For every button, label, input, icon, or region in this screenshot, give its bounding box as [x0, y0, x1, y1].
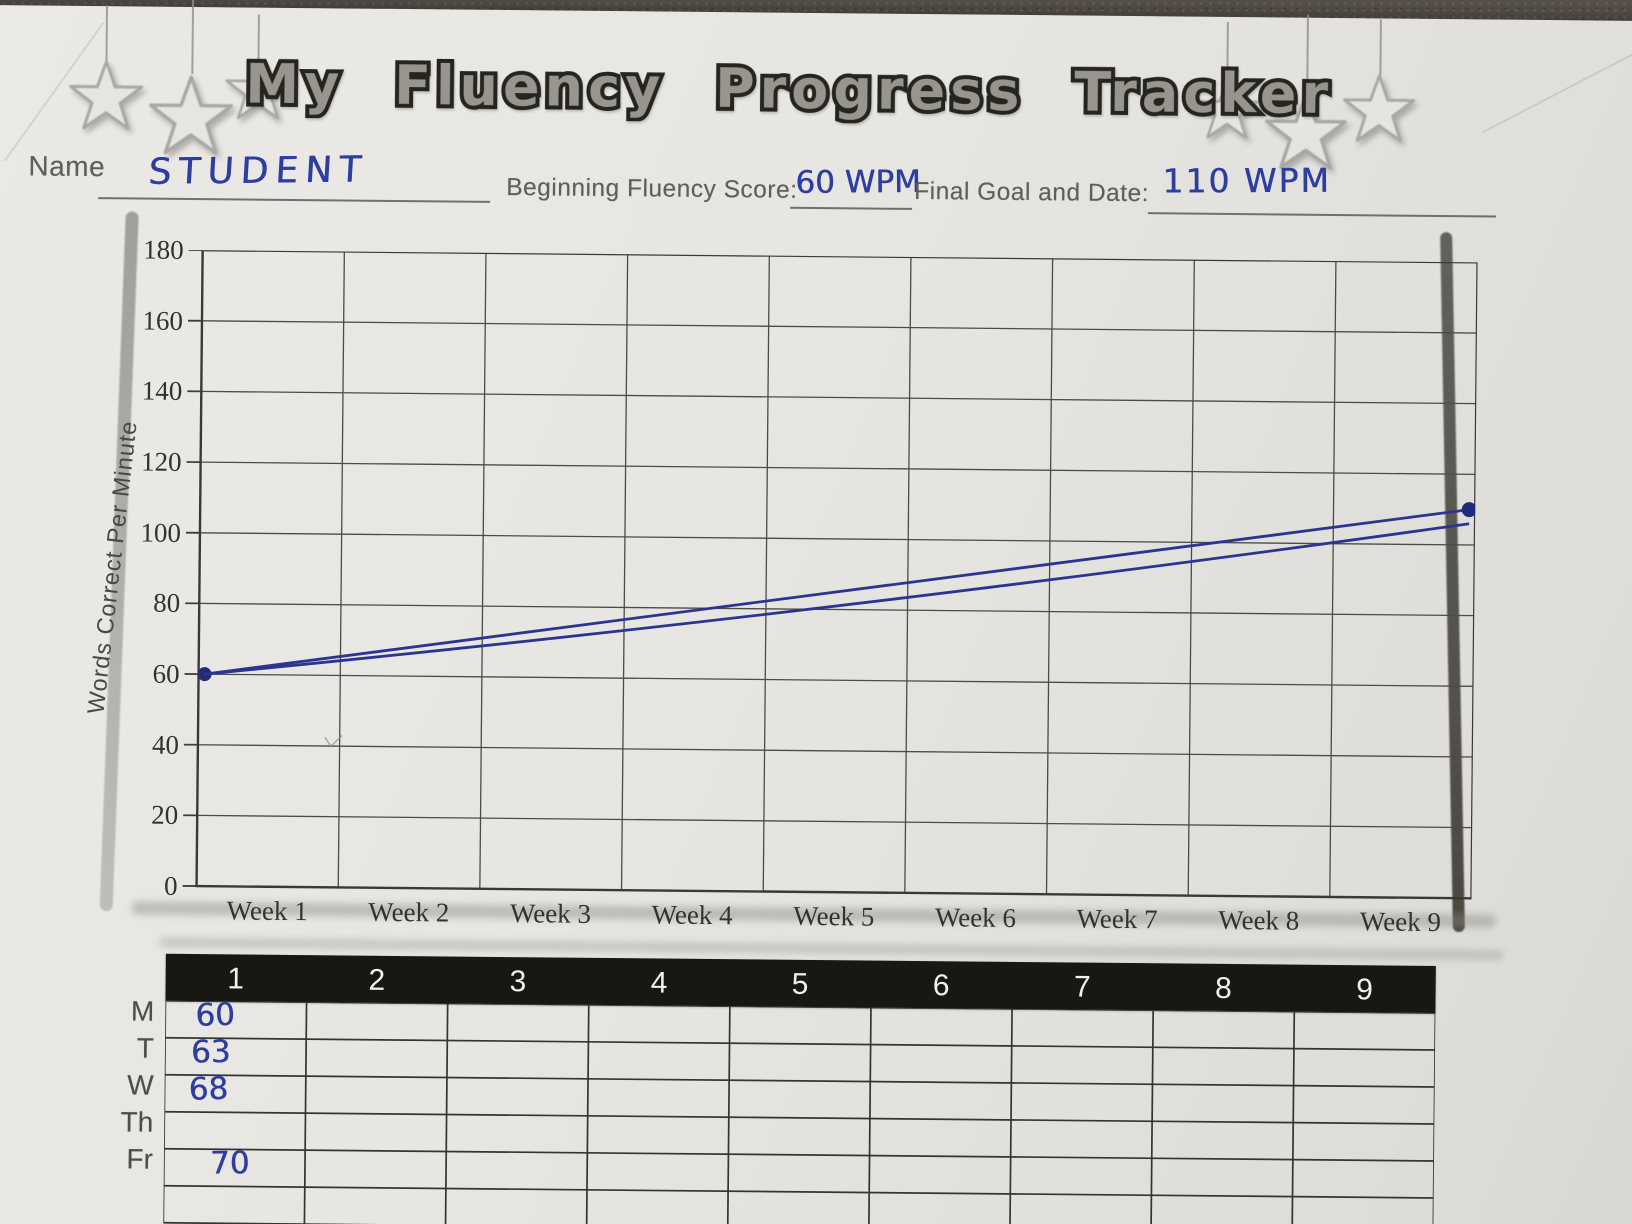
table-header-week-number: 3	[509, 965, 528, 999]
name-value: STUDENT	[147, 149, 370, 193]
x-axis-tick-label: Week 4	[651, 899, 733, 931]
star-icon	[225, 57, 292, 120]
star-icon	[1264, 91, 1347, 170]
table-day-label: W	[127, 1069, 154, 1101]
table-handwritten-values: 60 63 68 70	[0, 0, 1632, 1182]
table-day-label: Fr	[126, 1143, 154, 1175]
x-axis-labels: Week 1 Week 2 Week 3 Week 4 Week 5 Week 6 Week…	[0, 0, 1632, 937]
table-grid-svg	[163, 1000, 1436, 1224]
table-cell-value: 63	[190, 1033, 231, 1071]
star-icon	[149, 75, 234, 155]
data-line-0	[204, 508, 1470, 676]
x-axis-tick-label: Week 7	[1076, 903, 1158, 935]
table-header-week-number: 9	[1356, 973, 1375, 1007]
x-axis-tick-label: Week 6	[934, 902, 1017, 933]
table-cell-value: 70	[209, 1145, 250, 1182]
table-header-week-number: 2	[368, 963, 387, 997]
star-icon	[1343, 74, 1416, 143]
x-axis-tick-label: Week 8	[1218, 904, 1300, 936]
table-day-labels: M T W Th Fr	[0, 0, 1632, 1174]
table-day-label: T	[136, 1032, 155, 1064]
x-axis-tick-label: Week 9	[1359, 906, 1442, 938]
star-string	[105, 5, 109, 62]
y-axis-tick-label: 40	[151, 729, 180, 760]
table-header-week-number: 5	[791, 967, 810, 1001]
final-goal-underline	[1148, 212, 1497, 218]
y-axis-tick-label: 140	[141, 375, 183, 407]
y-axis-tick-label: 20	[151, 799, 179, 831]
page-title-text: My Fluency Progress Tracker	[245, 52, 1334, 126]
name-label: Name	[28, 150, 106, 183]
x-axis-tick-label: Week 3	[509, 898, 592, 929]
table-header-week-number: 1	[227, 962, 246, 996]
data-line-1	[204, 522, 1470, 676]
name-underline	[98, 197, 491, 203]
final-goal-label: Final Goal and Date:	[914, 177, 1150, 208]
chart-grid-svg	[182, 249, 1478, 900]
table-header-week-number: 8	[1214, 971, 1233, 1006]
data-point-end	[1461, 502, 1477, 518]
final-goal-value: 110 WPM	[1162, 160, 1331, 201]
star-icon	[1195, 78, 1260, 139]
pencil-mark	[324, 734, 343, 748]
y-axis-tick-label: 0	[163, 870, 178, 901]
paper-fold-line	[1482, 39, 1632, 134]
y-axis-tick-label: 60	[152, 658, 180, 689]
table-cell-value: 68	[188, 1070, 229, 1108]
page-title: My Fluency Progress Tracker My Fluency P…	[129, 49, 1450, 144]
chart-series-svg	[197, 502, 1477, 682]
y-axis-labels: 180 160 140 120 100 80 60 40 20 0	[0, 0, 1632, 901]
beginning-score-label: Beginning Fluency Score:	[506, 174, 798, 204]
star-icon	[69, 60, 144, 130]
table-header-week-number: 7	[1073, 970, 1092, 1004]
table-header-week-number: 4	[650, 966, 669, 1000]
beginning-score-value: 60 WPM	[795, 163, 921, 201]
table-day-label: M	[130, 995, 155, 1027]
y-axis-tick-label: 180	[143, 234, 184, 265]
table-day-label: Th	[120, 1106, 154, 1138]
beginning-score-underline	[790, 206, 913, 210]
table-header-week-number: 6	[932, 969, 951, 1003]
x-axis-tick-label: Week 2	[368, 896, 450, 928]
table-header-numbers: 1 2 3 4 5 6 7 8 9	[0, 0, 1632, 1006]
table-cell-value: 60	[194, 996, 236, 1034]
x-axis-tick-label: Week 1	[226, 895, 308, 927]
y-axis-tick-label: 160	[142, 305, 184, 336]
x-axis-tick-label: Week 5	[793, 900, 875, 932]
